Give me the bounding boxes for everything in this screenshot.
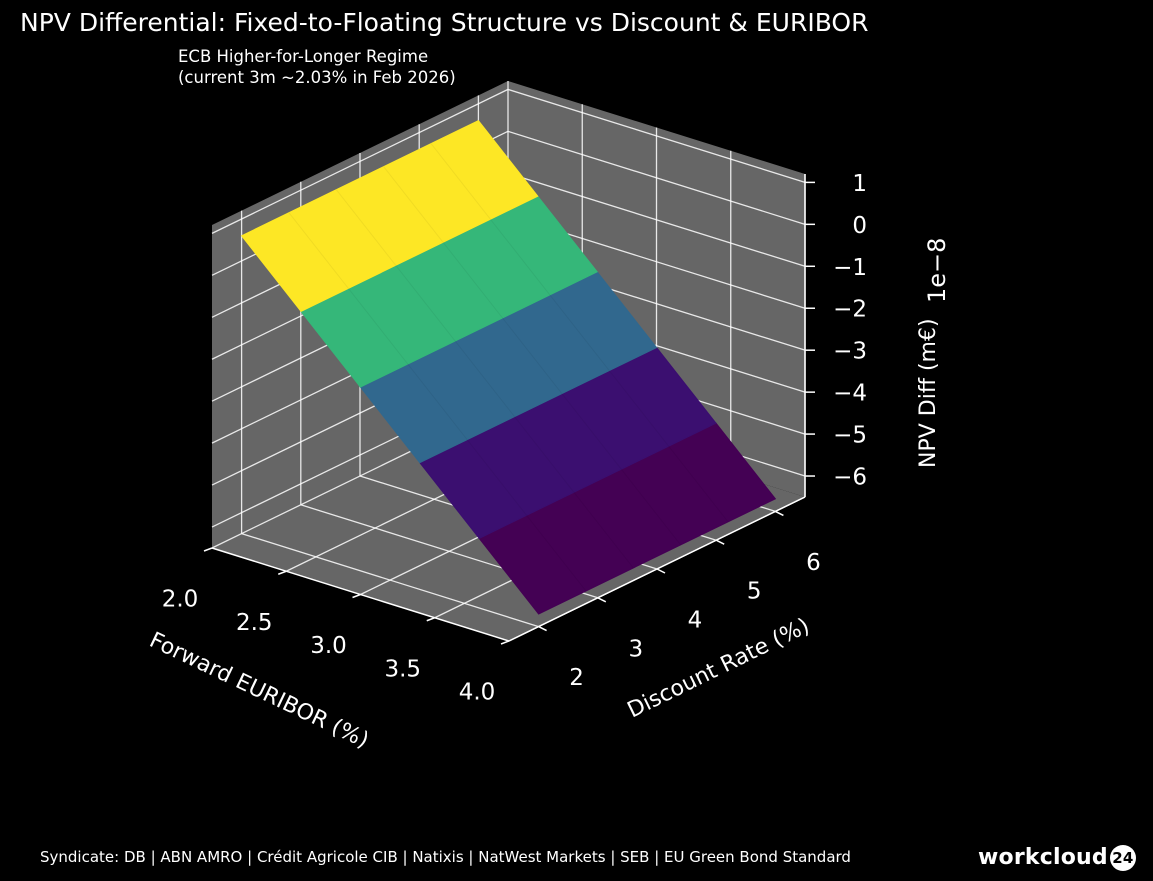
x-tick-mark [277,570,287,575]
x-tick-mark [500,640,510,645]
x-tick-mark [426,617,436,622]
y-tick-label: 3 [628,636,643,662]
surface-plot [240,119,777,615]
x-tick-label: 3.5 [384,656,421,682]
x-tick-mark [203,547,213,552]
z-axis-offset-label: 1e−8 [923,238,951,303]
y-tick-mark [597,597,607,603]
z-tick-label: −3 [833,339,867,365]
workcloud-logo: workcloud 24 [978,845,1136,871]
z-tick-label: 1 [852,171,867,197]
chart-tick-labels: 2.0 2.5 3.0 3.5 4.0 2 3 4 5 6 1 0 −1 −2 −3 −4 −5 −6 [162,171,867,706]
left-wall-gridline-z [211,88,509,234]
chart-subtitle: ECB Higher-for-Longer Regime (current 3m… [178,46,456,88]
z-tick-label: −5 [833,423,867,449]
z-tick-label: −4 [833,381,867,407]
subtitle-line-2: (current 3m ~2.03% in Feb 2026) [178,68,456,87]
logo-text: workcloud [978,845,1108,870]
z-tick-label: −6 [833,465,867,491]
right-wall-gridline-z [507,130,806,225]
y-axis-label: Discount Rate (%) [624,614,814,724]
surface-cell-line [288,212,587,592]
surface-band-5 [240,119,539,313]
y-tick-label: 2 [569,665,584,691]
surface-cell-line [335,189,634,569]
floor-gridline-y [241,532,539,628]
y-tick-mark [715,539,725,545]
y-tick-label: 4 [688,608,703,634]
syndicate-footer: Syndicate: DB | ABN AMRO | Crédit Agrico… [40,848,851,866]
chart-title: NPV Differential: Fixed-to-Floating Stru… [20,8,869,37]
logo-badge: 24 [1109,845,1136,871]
y-tick-label: 6 [806,550,821,576]
y-tick-mark [538,625,547,632]
z-tick-label: −2 [833,297,867,323]
x-tick-label: 4.0 [459,680,496,706]
z-tick-label: 0 [852,213,867,239]
surface-cell-line [430,143,729,523]
z-tick-label: −1 [833,255,867,281]
z-axis-label: NPV Diff (m€) [916,318,941,468]
right-wall-gridline-z [507,88,806,184]
x-tick-label: 2.5 [236,610,273,636]
x-tick-label: 2.0 [162,587,199,613]
chart-axes [203,174,815,645]
x-tick-label: 3.0 [310,633,347,659]
surface-cell-line [383,166,682,546]
y-tick-mark [656,568,666,574]
y-tick-label: 5 [747,579,762,605]
right-wall-gridline-z [507,172,806,267]
x-tick-mark [352,593,361,599]
subtitle-line-1: ECB Higher-for-Longer Regime [178,47,429,66]
y-tick-mark [775,510,784,517]
